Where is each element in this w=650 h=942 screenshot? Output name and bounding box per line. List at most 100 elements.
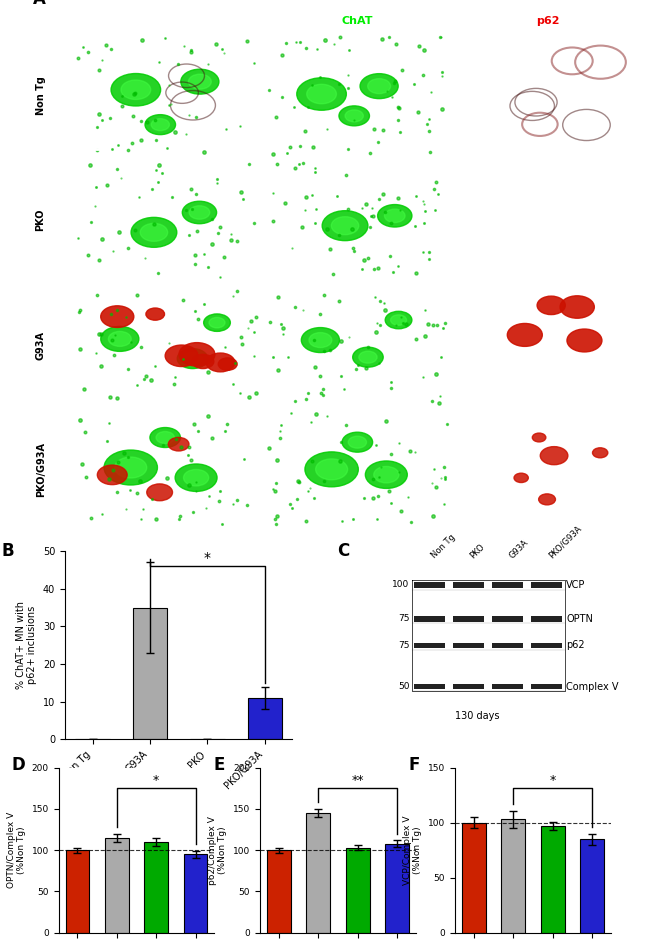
Circle shape bbox=[332, 217, 359, 235]
Circle shape bbox=[316, 459, 348, 479]
Circle shape bbox=[218, 358, 237, 370]
Circle shape bbox=[360, 73, 398, 99]
Bar bbox=[414, 582, 445, 588]
Circle shape bbox=[391, 315, 406, 325]
Circle shape bbox=[365, 461, 408, 488]
Circle shape bbox=[203, 314, 230, 332]
Text: *: * bbox=[153, 773, 159, 787]
Circle shape bbox=[175, 464, 217, 492]
Bar bbox=[144, 842, 168, 933]
Text: 130 days: 130 days bbox=[454, 711, 499, 722]
Circle shape bbox=[188, 74, 211, 89]
Bar bbox=[105, 837, 129, 933]
Bar bbox=[492, 582, 523, 588]
Bar bbox=[580, 839, 604, 933]
Bar bbox=[307, 813, 330, 933]
Bar bbox=[531, 582, 562, 588]
Circle shape bbox=[111, 73, 161, 106]
Circle shape bbox=[131, 218, 177, 248]
Text: PKO: PKO bbox=[469, 543, 487, 560]
Text: PKO/G93A: PKO/G93A bbox=[36, 443, 46, 497]
Circle shape bbox=[378, 204, 412, 227]
Y-axis label: OPTN/Complex V
(%Non Tg): OPTN/Complex V (%Non Tg) bbox=[6, 812, 26, 888]
Circle shape bbox=[540, 447, 568, 464]
Bar bbox=[502, 820, 525, 933]
Circle shape bbox=[309, 333, 332, 348]
Text: p62: p62 bbox=[536, 16, 560, 26]
Circle shape bbox=[368, 78, 391, 93]
Circle shape bbox=[156, 431, 174, 444]
Bar bbox=[531, 642, 562, 648]
Bar bbox=[133, 608, 167, 739]
Circle shape bbox=[140, 223, 168, 241]
Circle shape bbox=[98, 465, 127, 484]
Text: *: * bbox=[549, 773, 556, 787]
Bar bbox=[531, 616, 562, 622]
Circle shape bbox=[297, 78, 346, 110]
Y-axis label: VCP/Complex V
(%Non Tg): VCP/Complex V (%Non Tg) bbox=[403, 816, 422, 885]
Circle shape bbox=[179, 343, 215, 366]
Circle shape bbox=[183, 352, 202, 365]
Circle shape bbox=[507, 323, 542, 347]
Bar bbox=[492, 616, 523, 622]
Circle shape bbox=[342, 432, 372, 452]
Bar bbox=[414, 642, 445, 648]
Text: Non Tg: Non Tg bbox=[429, 533, 457, 560]
Text: PKO/G93A: PKO/G93A bbox=[547, 524, 583, 560]
Circle shape bbox=[114, 457, 147, 478]
Bar bbox=[492, 642, 523, 648]
Bar bbox=[462, 822, 486, 933]
Text: Complex V: Complex V bbox=[566, 682, 619, 691]
Bar bbox=[541, 826, 564, 933]
Text: VCP: VCP bbox=[566, 580, 586, 590]
Bar bbox=[414, 684, 445, 690]
Circle shape bbox=[359, 351, 377, 364]
Bar bbox=[531, 684, 562, 690]
Text: p62: p62 bbox=[566, 641, 585, 650]
Circle shape bbox=[307, 84, 337, 104]
Circle shape bbox=[145, 115, 176, 135]
Circle shape bbox=[168, 437, 189, 451]
Text: G93A: G93A bbox=[36, 331, 46, 360]
Text: F: F bbox=[408, 756, 419, 774]
Circle shape bbox=[104, 450, 157, 485]
Circle shape bbox=[593, 447, 608, 458]
Text: 75: 75 bbox=[398, 614, 410, 624]
Bar bbox=[267, 850, 291, 933]
Text: PKO: PKO bbox=[36, 209, 46, 232]
Circle shape bbox=[374, 466, 399, 483]
Circle shape bbox=[385, 209, 405, 222]
Circle shape bbox=[192, 354, 214, 368]
Circle shape bbox=[348, 436, 367, 448]
Bar bbox=[248, 698, 282, 739]
Circle shape bbox=[165, 345, 198, 366]
Circle shape bbox=[560, 296, 594, 318]
Circle shape bbox=[150, 428, 181, 447]
Circle shape bbox=[302, 328, 339, 352]
Text: ChAT: ChAT bbox=[342, 16, 373, 26]
Circle shape bbox=[322, 211, 368, 240]
Circle shape bbox=[181, 69, 219, 94]
Text: E: E bbox=[213, 756, 225, 774]
Text: Non Tg: Non Tg bbox=[36, 76, 46, 115]
Bar bbox=[385, 844, 409, 933]
Circle shape bbox=[532, 433, 546, 442]
Bar bbox=[492, 684, 523, 690]
Text: G93A: G93A bbox=[508, 538, 530, 560]
Circle shape bbox=[209, 317, 225, 328]
Circle shape bbox=[353, 348, 384, 367]
Text: D: D bbox=[12, 756, 25, 774]
Circle shape bbox=[177, 349, 208, 368]
Bar bbox=[453, 616, 484, 622]
Text: 75: 75 bbox=[398, 641, 410, 650]
Text: OPTN: OPTN bbox=[566, 614, 593, 624]
Text: Merge: Merge bbox=[147, 16, 187, 26]
Text: A: A bbox=[32, 0, 46, 8]
Circle shape bbox=[182, 202, 216, 223]
Circle shape bbox=[121, 80, 151, 100]
Bar bbox=[346, 848, 369, 933]
Bar bbox=[184, 854, 207, 933]
Circle shape bbox=[305, 452, 358, 487]
Circle shape bbox=[109, 332, 131, 347]
Bar bbox=[453, 582, 484, 588]
